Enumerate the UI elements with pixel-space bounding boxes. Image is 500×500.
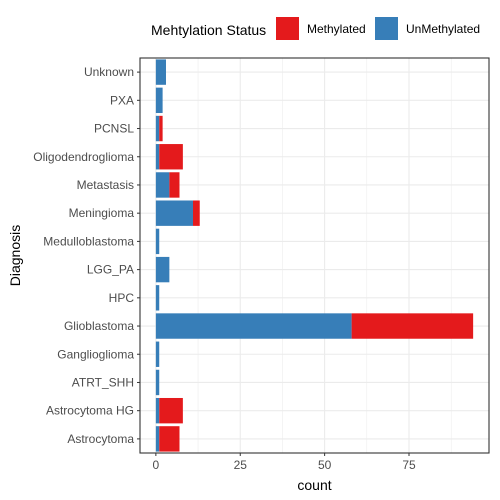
bar-unmethylated-astrocytoma [155, 426, 160, 452]
x-tick-label: 25 [234, 458, 248, 472]
x-tick-label: 50 [318, 458, 332, 472]
legend-label-unmethylated: UnMethylated [406, 22, 480, 36]
x-axis-title: count [297, 477, 331, 493]
x-tick-label: 0 [153, 458, 160, 472]
bar-unmethylated-ganglioglioma [155, 341, 160, 367]
y-tick-label: Astrocytoma [67, 432, 134, 446]
bar-unmethylated-lgg-pa [155, 256, 170, 283]
bar-unmethylated-meningioma [155, 200, 193, 226]
y-tick-label: Medulloblastoma [43, 234, 134, 248]
bar-unmethylated-pcnsl [155, 115, 160, 142]
y-tick-label: PCNSL [94, 122, 134, 136]
bar-methylated-astrocytoma [159, 426, 180, 452]
y-tick-label: Ganglioglioma [57, 347, 134, 361]
y-tick-label: Metastasis [77, 178, 134, 192]
x-tick-label: 75 [402, 458, 416, 472]
legend-key-unmethylated [375, 17, 398, 40]
bar-methylated-oligodendroglioma [159, 144, 183, 170]
panel-border [139, 57, 490, 454]
legend-title: Mehtylation Status [151, 22, 266, 38]
bar-unmethylated-oligodendroglioma [155, 144, 160, 170]
y-axis-title: Diagnosis [7, 225, 23, 286]
bar-methylated-metastasis [169, 172, 180, 198]
bar-unmethylated-unknown [155, 59, 166, 85]
bar-methylated-meningioma [192, 200, 200, 226]
bar-unmethylated-medulloblastoma [155, 228, 160, 255]
bar-unmethylated-astrocytoma-hg [155, 397, 160, 424]
bar-methylated-pcnsl [159, 115, 163, 142]
bar-unmethylated-pxa [155, 87, 163, 114]
bar-unmethylated-hpc [155, 285, 160, 311]
y-tick-label: Astrocytoma HG [46, 404, 134, 418]
legend-key-methylated [276, 17, 299, 40]
y-tick-label: HPC [109, 291, 135, 305]
bar-unmethylated-atrt-shh [155, 369, 160, 396]
y-tick-label: Glioblastoma [64, 319, 134, 333]
plot-panel [140, 58, 489, 453]
bar-methylated-glioblastoma [351, 313, 474, 339]
bar-unmethylated-metastasis [155, 172, 170, 198]
y-tick-label: Oligodendroglioma [33, 150, 134, 164]
y-tick-label: PXA [110, 93, 134, 107]
bar-unmethylated-glioblastoma [155, 313, 352, 339]
legend-label-methylated: Methylated [307, 22, 366, 36]
y-tick-label: Meningioma [69, 206, 135, 220]
bar-methylated-astrocytoma-hg [159, 397, 183, 424]
y-tick-label: LGG_PA [87, 263, 134, 277]
y-tick-label: ATRT_SHH [72, 375, 134, 389]
y-tick-label: Unknown [84, 65, 134, 79]
